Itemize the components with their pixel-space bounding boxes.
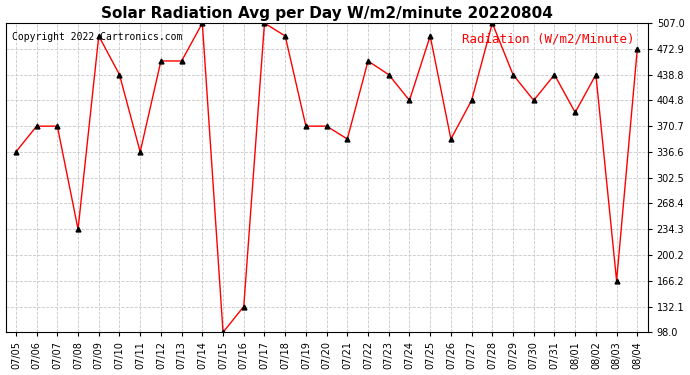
Title: Solar Radiation Avg per Day W/m2/minute 20220804: Solar Radiation Avg per Day W/m2/minute … [101, 6, 553, 21]
Text: Copyright 2022 Cartronics.com: Copyright 2022 Cartronics.com [12, 32, 182, 42]
Text: Radiation (W/m2/Minute): Radiation (W/m2/Minute) [462, 32, 635, 45]
